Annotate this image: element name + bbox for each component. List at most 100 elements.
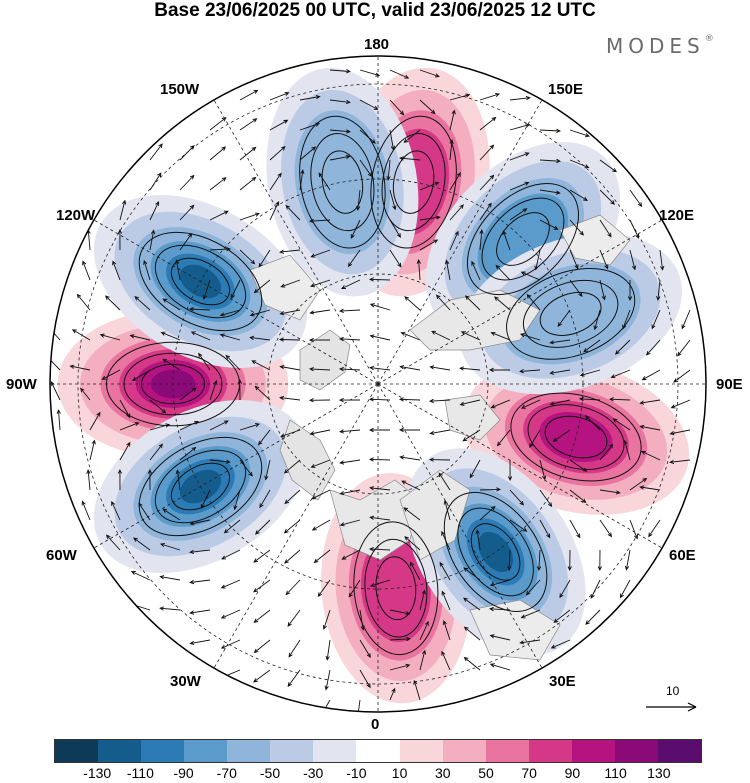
wind-arrow xyxy=(310,279,331,288)
wind-arrow xyxy=(348,579,361,598)
wind-arrow xyxy=(230,279,241,299)
wind-arrow xyxy=(599,279,606,301)
meridian-line xyxy=(377,99,543,385)
contour-line xyxy=(375,556,417,621)
wind-arrow xyxy=(479,116,497,131)
modes-logo: MODES® xyxy=(606,34,714,58)
wind-arrow xyxy=(550,639,571,649)
wind-arrow xyxy=(112,260,121,281)
wind-arrow xyxy=(310,459,331,469)
wind-arrow xyxy=(239,146,257,161)
wind-arrow xyxy=(509,123,531,131)
wind-arrow xyxy=(619,579,631,599)
wind-arrow xyxy=(149,399,167,414)
wind-arrow xyxy=(339,459,361,465)
wind-arrow xyxy=(449,93,471,101)
wind-arrow xyxy=(318,172,331,191)
wind-arrow xyxy=(463,656,481,671)
lon-label-30w: 30W xyxy=(170,673,201,690)
wind-arrow xyxy=(325,639,331,661)
wind-arrow xyxy=(159,575,181,581)
wind-arrow xyxy=(578,396,601,402)
wind-arrow xyxy=(569,159,590,169)
wind-arrow xyxy=(583,339,601,353)
wind-arrow xyxy=(179,420,200,431)
wind-arrow xyxy=(117,228,123,251)
wind-arrow xyxy=(329,154,351,161)
wind-arrow xyxy=(359,69,381,77)
wind-arrow xyxy=(147,468,153,491)
colorbar-tick-label: 30 xyxy=(435,765,451,781)
wind-arrow xyxy=(419,620,429,641)
wind-arrow xyxy=(648,519,661,538)
wind-arrow xyxy=(539,158,562,164)
wind-arrow xyxy=(519,333,541,341)
wind-arrow xyxy=(117,468,123,491)
wind-arrow xyxy=(283,519,301,534)
wind-arrow xyxy=(221,549,241,560)
wind-arrow xyxy=(656,279,661,301)
wind-arrow xyxy=(189,519,211,526)
wind-arrow xyxy=(198,352,211,371)
wind-arrow xyxy=(254,519,271,535)
wind-arrow xyxy=(111,500,121,521)
wind-arrow xyxy=(311,519,331,531)
wind-arrow xyxy=(149,200,160,221)
wind-arrow xyxy=(225,354,241,371)
wind-arrow xyxy=(399,156,421,161)
wind-arrow xyxy=(553,609,571,623)
wind-arrow xyxy=(509,95,531,101)
contour-line xyxy=(138,231,263,332)
anomaly-band xyxy=(360,534,431,643)
wind-arrow xyxy=(104,295,121,311)
contour-line xyxy=(522,279,619,348)
wind-arrow xyxy=(149,423,171,431)
wind-arrow xyxy=(549,399,571,406)
wind-arrow xyxy=(646,339,661,356)
wind-arrow xyxy=(308,337,331,343)
wind-arrow xyxy=(398,397,421,402)
wind-arrow xyxy=(539,459,547,481)
wind-arrow xyxy=(359,669,371,689)
wind-arrow xyxy=(288,639,301,658)
wind-arrow xyxy=(593,309,601,331)
wind-arrow xyxy=(239,118,258,131)
wind-arrow xyxy=(200,489,211,509)
map-boundary xyxy=(49,55,707,713)
wind-arrow xyxy=(419,239,439,251)
wind-arrow xyxy=(599,489,621,495)
wind-arrow xyxy=(673,369,691,383)
wind-arrow xyxy=(567,549,572,572)
wind-arrow xyxy=(463,567,481,581)
wind-arrow xyxy=(80,387,91,401)
lon-label-0: 0 xyxy=(371,716,380,733)
wind-arrow xyxy=(520,399,541,409)
wind-arrow xyxy=(237,378,243,401)
wind-arrow xyxy=(50,381,61,401)
wind-arrow xyxy=(239,176,257,191)
colorbar-tick-label: 10 xyxy=(391,765,408,781)
wind-arrow xyxy=(419,69,440,78)
wind-arrow xyxy=(278,337,301,342)
wind-arrow xyxy=(119,399,131,419)
wind-arrow xyxy=(279,364,301,371)
wind-arrow xyxy=(449,204,464,221)
wind-arrow xyxy=(401,480,421,491)
wind-arrow xyxy=(269,200,280,221)
wind-arrow xyxy=(174,259,181,281)
colorbar-tick-label: 90 xyxy=(564,765,581,781)
wind-arrow xyxy=(479,92,501,101)
wind-arrow xyxy=(629,219,640,239)
colorbar-swatch xyxy=(98,740,142,762)
wind-arrow xyxy=(369,365,391,371)
wind-arrow xyxy=(444,259,451,281)
wind-arrow xyxy=(209,146,227,161)
wind-arrow xyxy=(495,264,511,281)
wind-arrow xyxy=(431,330,451,341)
colorbar-swatch xyxy=(614,740,658,762)
wind-arrow xyxy=(105,534,121,551)
wind-arrow xyxy=(257,429,271,446)
wind-arrow xyxy=(536,549,542,572)
colorbar-tick-label: -130 xyxy=(83,765,112,781)
wind-arrow xyxy=(519,639,541,645)
